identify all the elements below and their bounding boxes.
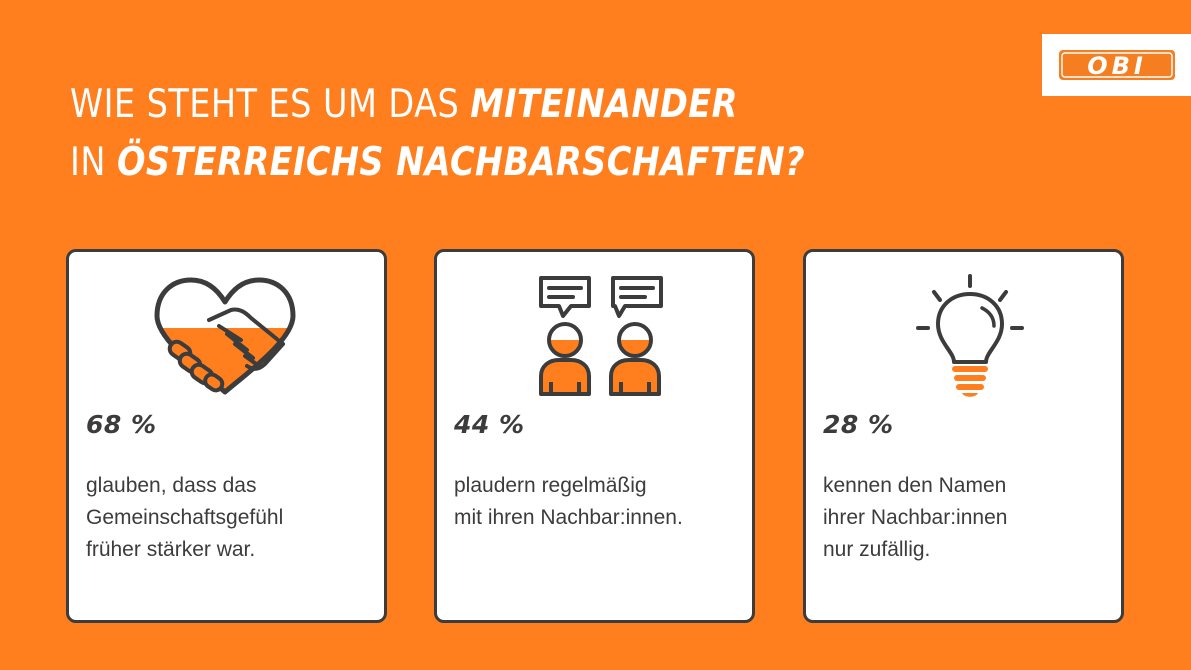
obi-logo-mark: OBI (1058, 50, 1175, 80)
title-line-2: IN ÖSTERREICHS NACHBARSCHAFTEN? (70, 134, 805, 192)
stat-description-line: Gemeinschaftsgefühl (86, 506, 284, 529)
stat-description-line: kennen den Namen (823, 474, 1007, 497)
stat-description-line: mit ihren Nachbar:innen. (454, 506, 683, 529)
stat-card-names: 28 % kennen den Namen ihrer Nachbar:inne… (803, 249, 1124, 623)
stat-percent: 28 % (823, 410, 894, 439)
stat-percent: 68 % (86, 410, 157, 439)
heart-handshake-icon (69, 270, 384, 400)
title-line-1-regular: WIE STEHT ES UM DAS (70, 82, 460, 127)
stat-description: plaudern regelmäßig mit ihren Nachbar:in… (454, 470, 744, 534)
stat-percent: 44 % (454, 410, 525, 439)
stat-description-line: früher stärker war. (86, 538, 256, 561)
stat-card-community: 68 % glauben, dass das Gemeinschaftsgefü… (66, 249, 387, 623)
lightbulb-icon (806, 270, 1121, 400)
stat-description: kennen den Namen ihrer Nachbar:innen nur… (823, 470, 1113, 566)
title-line-2-regular: IN (70, 140, 106, 185)
stat-description-line: plaudern regelmäßig (454, 474, 647, 497)
obi-logo: OBI (1042, 34, 1191, 96)
obi-logo-text: OBI (1087, 52, 1147, 80)
stat-description: glauben, dass das Gemeinschaftsgefühl fr… (86, 470, 376, 566)
title-line-1: WIE STEHT ES UM DAS MITEINANDER (70, 76, 805, 134)
page-title: WIE STEHT ES UM DAS MITEINANDER IN ÖSTER… (70, 76, 805, 192)
stat-description-line: glauben, dass das (86, 474, 257, 497)
stat-card-chatting: 44 % plaudern regelmäßig mit ihren Nachb… (434, 249, 755, 623)
title-line-1-highlight: MITEINANDER (470, 82, 738, 127)
people-chatting-icon (437, 270, 752, 400)
title-line-2-highlight: ÖSTERREICHS NACHBARSCHAFTEN? (116, 140, 806, 185)
stat-description-line: ihrer Nachbar:innen (823, 506, 1008, 529)
stat-description-line: nur zufällig. (823, 538, 931, 561)
